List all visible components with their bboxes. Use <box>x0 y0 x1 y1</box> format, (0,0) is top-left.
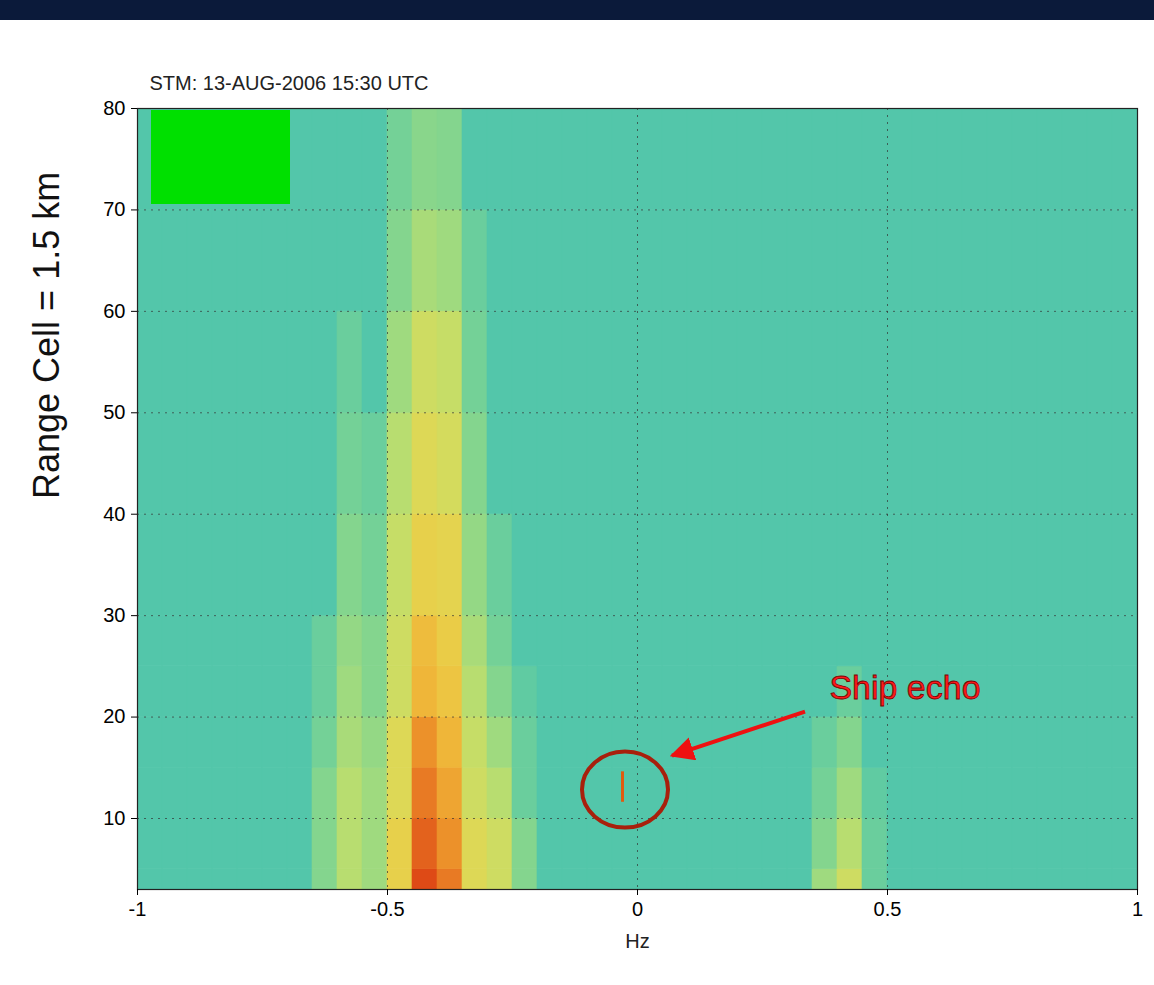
svg-text:30: 30 <box>103 604 125 626</box>
svg-text:Range Cell = 1.5 km: Range Cell = 1.5 km <box>26 172 67 499</box>
svg-text:Hz: Hz <box>625 930 649 952</box>
svg-text:50: 50 <box>103 401 125 423</box>
svg-text:70: 70 <box>103 198 125 220</box>
svg-text:10: 10 <box>103 807 125 829</box>
svg-text:40: 40 <box>103 503 125 525</box>
svg-text:STM: 13-AUG-2006 15:30 UTC: STM: 13-AUG-2006 15:30 UTC <box>150 72 429 94</box>
svg-text:60: 60 <box>103 300 125 322</box>
svg-text:0: 0 <box>632 898 643 920</box>
svg-text:-1: -1 <box>129 898 147 920</box>
svg-text:80: 80 <box>103 97 125 119</box>
svg-text:0.5: 0.5 <box>874 898 902 920</box>
svg-text:Ship echo: Ship echo <box>829 668 980 706</box>
svg-text:1: 1 <box>1132 898 1143 920</box>
svg-text:20: 20 <box>103 705 125 727</box>
svg-text:-0.5: -0.5 <box>370 898 404 920</box>
